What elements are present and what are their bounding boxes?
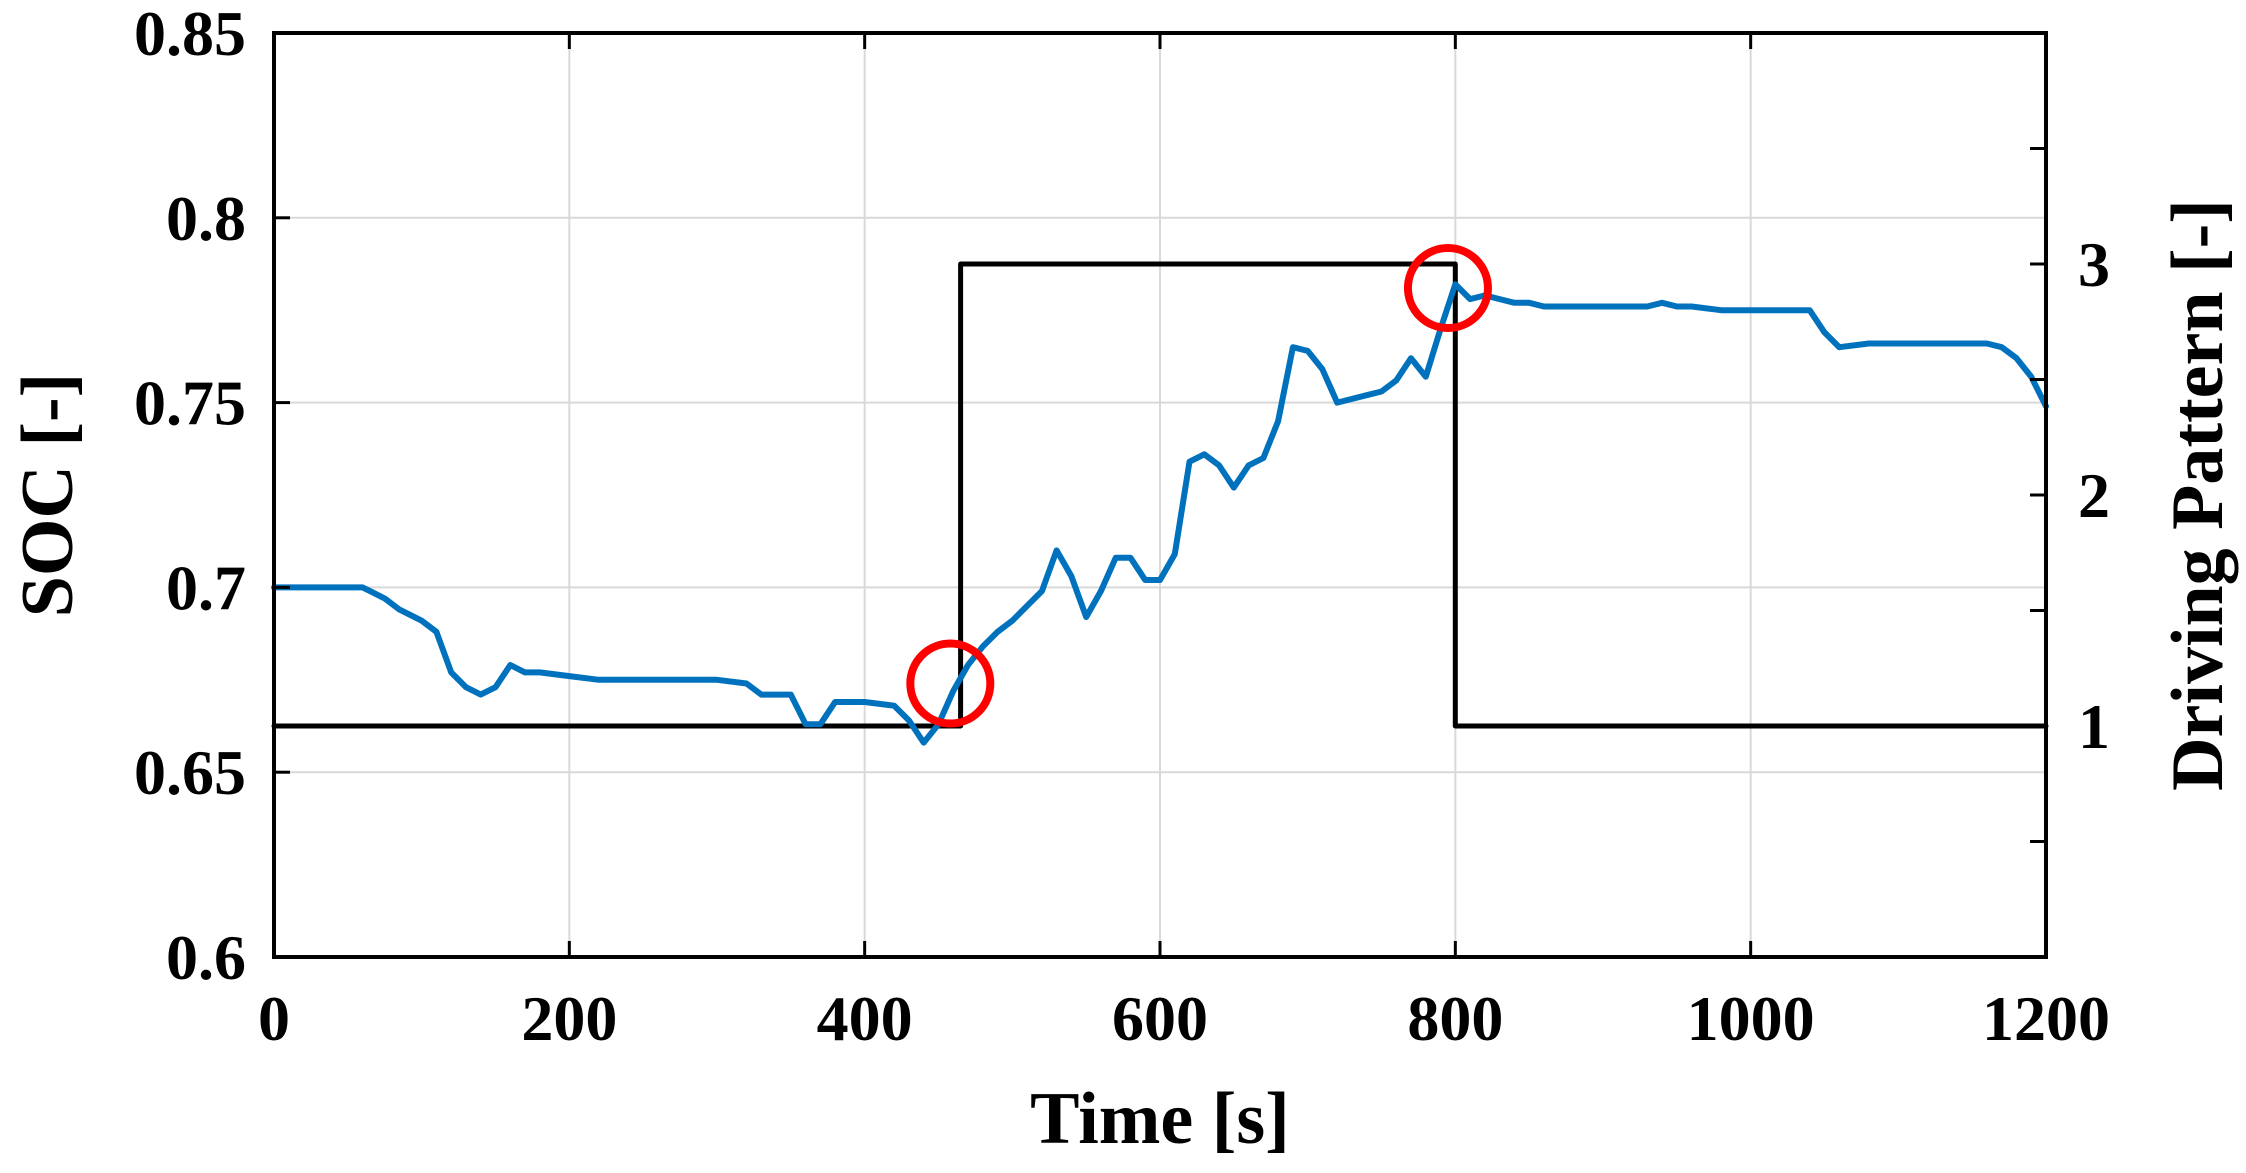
y-axis-label: SOC [-] [7,373,89,618]
series-layer [271,261,2049,746]
highlight-circle [1403,244,1492,333]
x-axis-label: Time [s] [1030,1078,1290,1160]
highlight-circle [906,639,995,728]
grid [274,33,2046,957]
x-tick-label: 800 [1407,983,1503,1054]
tick-layer: 0 200 400 600 800 1000 1200 0.6 0.65 0.7 0.75 0.8 0.… [134,0,2110,1054]
y-tick-label: 0.6 [166,922,246,993]
x-tick-label: 0 [258,983,290,1054]
soc-line [271,281,2049,746]
x-tick-label: 1000 [1687,983,1815,1054]
driving-pattern-line [271,261,2049,729]
y-tick-label: 0.65 [134,737,246,808]
y-tick-label: 0.8 [166,183,246,254]
x-tick-label: 1200 [1982,983,2110,1054]
x-tick-label: 400 [817,983,913,1054]
x-tick-label: 600 [1112,983,1208,1054]
y-tick-label: 0.85 [134,0,246,69]
y-tick-label: 0.75 [134,368,246,439]
annotation-layer [906,244,1492,728]
y-right-tick-label: 2 [2078,460,2110,531]
y-right-tick-label: 1 [2078,691,2110,762]
y-tick-label: 0.7 [166,552,246,623]
y-axis-right-label: Driving Pattern [-] [2157,199,2239,791]
y-right-tick-label: 3 [2078,229,2110,300]
x-tick-label: 200 [521,983,617,1054]
